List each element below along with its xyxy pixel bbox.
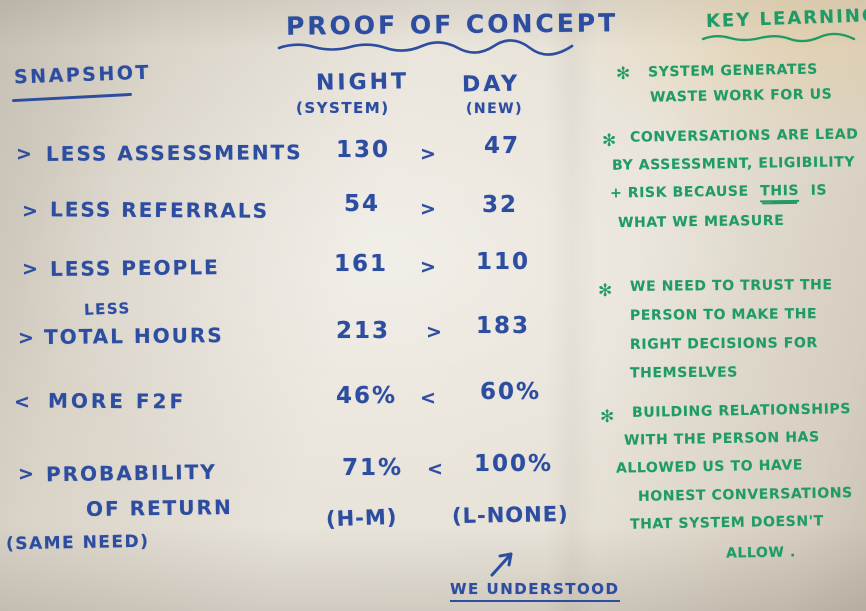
row-label-line2: OF RETURN (85, 494, 233, 522)
note-line: ALLOW . (725, 544, 797, 562)
snapshot-underline (12, 92, 132, 103)
asterisk-bullet-icon: ✻ (616, 64, 631, 84)
asterisk-bullet-icon: ✻ (600, 407, 615, 427)
note-line: WE NEED TO TRUST THE (629, 277, 833, 295)
arrow-up-right-icon (490, 552, 513, 577)
day-value: 100% (474, 451, 554, 477)
column-header-day: DAY (461, 71, 521, 98)
row-marker: > (22, 200, 38, 222)
night-value: 161 (334, 251, 389, 277)
note-line: THEMSELVES (629, 364, 738, 382)
night-value: 130 (336, 137, 391, 163)
note-line: BY ASSESSMENT, ELIGIBILITY (611, 154, 856, 174)
asterisk-bullet-icon: ✻ (598, 281, 613, 301)
comparator: < (420, 387, 436, 409)
note-line: THAT SYSTEM DOESN'T (629, 513, 824, 533)
day-value: 110 (476, 249, 531, 275)
day-value: 183 (476, 313, 531, 339)
row-marker: > (18, 463, 34, 485)
note-line: RIGHT DECISIONS FOR (629, 335, 818, 353)
row-marker: > (16, 143, 32, 165)
row-marker: > (22, 258, 38, 280)
note-line-emphasis: THIS (760, 182, 800, 203)
row-label: MORE F2F (47, 388, 187, 414)
snapshot-heading: SNAPSHOT (13, 61, 152, 89)
note-line: BUILDING RELATIONSHIPS (631, 401, 852, 421)
row-label-above: LESS (83, 299, 132, 319)
row-label: PROBABILITY (45, 459, 217, 487)
footnote-label: WE UNDERSTOOD (450, 580, 620, 602)
note-line: WASTE WORK FOR US (649, 86, 833, 106)
day-value: 60% (480, 379, 542, 405)
note-line: SYSTEM GENERATES (647, 61, 819, 81)
night-value-note: (H-M) (325, 504, 398, 532)
row-label: LESS PEOPLE (49, 255, 220, 281)
day-value: 32 (482, 192, 519, 218)
note-line: ALLOWED US TO HAVE (615, 457, 804, 477)
note-line: PERSON TO MAKE THE (629, 306, 818, 324)
column-subheader-system: (SYSTEM) (296, 99, 390, 117)
night-value: 71% (342, 455, 404, 481)
row-label: LESS REFERRALS (49, 197, 270, 223)
night-value: 54 (344, 191, 381, 217)
note-line: + RISK BECAUSE THIS IS (609, 182, 828, 203)
comparator: > (420, 256, 436, 278)
row-label: TOTAL HOURS (43, 323, 224, 349)
day-value: 47 (484, 133, 521, 159)
day-value-note: (L-NONE) (451, 501, 569, 529)
note-line-suffix: IS (810, 182, 828, 199)
title-wavy-underline (277, 39, 574, 56)
night-value: 213 (336, 318, 391, 344)
column-header-night: NIGHT (315, 69, 410, 96)
comparator: > (426, 321, 442, 343)
night-value: 46% (336, 383, 398, 409)
comparator: > (420, 198, 436, 220)
note-line-prefix: + RISK BECAUSE (609, 183, 749, 202)
note-line: HONEST CONVERSATIONS (637, 485, 853, 505)
asterisk-bullet-icon: ✻ (602, 131, 617, 151)
note-line: WHAT WE MEASURE (617, 212, 785, 232)
comparator: < (427, 458, 443, 480)
comparator: > (420, 143, 436, 165)
page-title: PROOF OF CONCEPT (285, 8, 619, 41)
column-subheader-new: (NEW) (466, 101, 524, 117)
note-line: CONVERSATIONS ARE LEAD (629, 126, 859, 146)
row-label-note: (SAME NEED) (5, 531, 150, 555)
row-label: LESS ASSESSMENTS (45, 140, 303, 166)
key-learning-heading: KEY LEARNING (705, 4, 866, 33)
key-learning-wavy-underline (701, 32, 856, 43)
note-line: WITH THE PERSON HAS (623, 429, 820, 449)
row-marker: < (14, 391, 30, 413)
row-marker: > (18, 327, 34, 349)
